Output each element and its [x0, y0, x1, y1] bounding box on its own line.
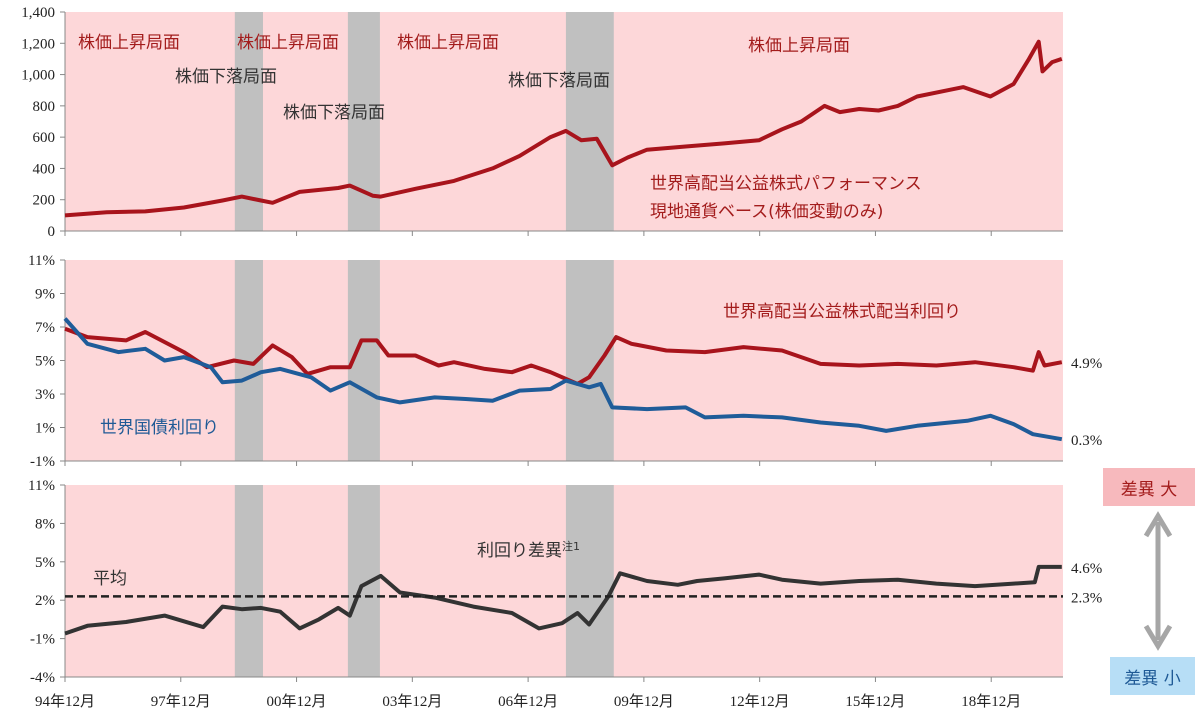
x-tick-label: 12年12月: [730, 693, 790, 710]
y-tick-label: 5%: [35, 354, 55, 370]
average-label: 平均: [93, 569, 127, 589]
rise-phase-label: 株価上昇局面: [397, 33, 499, 53]
y-tick-label: 1,400: [21, 5, 55, 21]
rise-phase-label: 株価上昇局面: [237, 33, 339, 53]
y-tick-label: 400: [33, 161, 56, 177]
footnote-marker: 注1: [562, 539, 580, 553]
y-tick-label: 0: [48, 224, 56, 240]
series-line: [64, 564, 1062, 636]
y-tick-label: 9%: [35, 287, 55, 303]
series-line: [64, 326, 1063, 386]
x-tick-label: 15年12月: [845, 693, 905, 710]
x-tick-label: 97年12月: [151, 693, 211, 710]
y-tick-label: 1,200: [21, 36, 55, 52]
series-label: 世界高配当公益株式配当利回り: [723, 302, 961, 322]
y-tick-label: -1%: [30, 632, 55, 648]
y-tick-label: 11%: [28, 478, 55, 494]
spread-large-label: 差異 大: [1103, 468, 1195, 506]
y-tick-label: 5%: [35, 555, 55, 571]
series-end-label: 4.9%: [1071, 356, 1102, 372]
decline-period-band: [565, 12, 614, 231]
y-tick-label: 1%: [35, 421, 55, 437]
y-tick-label: 11%: [28, 253, 55, 269]
y-tick-label: 8%: [35, 516, 55, 532]
y-tick-label: 200: [33, 193, 56, 209]
series-line: [64, 39, 1063, 218]
decline-phase-label: 株価下落局面: [283, 103, 385, 123]
y-tick-label: 3%: [35, 387, 55, 403]
y-tick-label: 2%: [35, 593, 55, 609]
series-line: [63, 317, 1063, 442]
series-label: 現地通貨ベース(株価変動のみ): [650, 202, 883, 222]
y-tick-label: 800: [33, 99, 56, 115]
series-label: 世界国債利回り: [100, 418, 219, 438]
x-tick-label: 18年12月: [961, 693, 1021, 710]
arrow-down-icon: [1143, 624, 1173, 651]
spread-small-label: 差異 小: [1110, 657, 1195, 695]
rise-phase-label: 株価上昇局面: [748, 36, 850, 56]
x-tick-label: 09年12月: [614, 693, 674, 710]
x-tick-label: 06年12月: [498, 693, 558, 710]
decline-period-band: [565, 485, 614, 677]
decline-phase-label: 株価下落局面: [508, 71, 610, 91]
arrow-up-icon: [1143, 511, 1173, 538]
decline-period-band: [234, 12, 263, 231]
decline-period-band: [565, 260, 614, 461]
series-end-label: 4.6%: [1071, 561, 1102, 577]
y-tick-label: -4%: [30, 670, 55, 686]
series-label: 利回り差異注1: [477, 539, 580, 561]
y-tick-label: -1%: [30, 454, 55, 470]
y-tick-label: 1,000: [21, 68, 55, 84]
x-tick-label: 00年12月: [267, 693, 327, 710]
x-tick-label: 03年12月: [382, 693, 442, 710]
rise-phase-label: 株価上昇局面: [78, 33, 180, 53]
series-label: 世界高配当公益株式パフォーマンス: [650, 174, 922, 194]
y-tick-label: 600: [33, 130, 56, 146]
average-end-label: 2.3%: [1071, 590, 1102, 606]
x-tick-label: 94年12月: [35, 693, 95, 710]
decline-period-band: [234, 485, 263, 677]
series-end-label: 0.3%: [1071, 433, 1102, 449]
plot-background: [65, 12, 1063, 231]
decline-phase-label: 株価下落局面: [175, 67, 277, 87]
y-tick-label: 7%: [35, 320, 55, 336]
